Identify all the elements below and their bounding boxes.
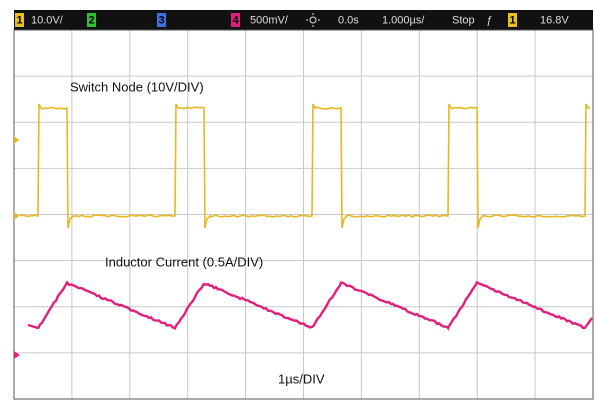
ch3-num: 3 [159,14,165,26]
trigger-symbol: ƒ [486,14,492,26]
run-state: Stop [452,14,475,26]
status-bar [14,10,593,30]
ch1-num: 1 [17,14,23,26]
ch4-num: 4 [233,14,240,26]
ch4-ground-marker [14,351,20,359]
ch1-ground-marker [14,212,19,220]
trigger-level: 16.8V [540,14,569,26]
ch1-scale: 10.0V/ [31,14,64,26]
inductor-current-trace [28,282,592,328]
timebase: 1.000µs/ [382,14,425,26]
inductor-current-label: Inductor Current (0.5A/DIV) [105,254,263,269]
trigger-ch: 1 [510,14,516,26]
delay: 0.0s [338,14,359,26]
ch2-num: 2 [89,14,95,26]
ch4-scale: 500mV/ [250,14,289,26]
ch1-offset-marker [14,136,19,144]
scope-screen: 1 10.0V/ 2 3 4 500mV/ 0.0s 1.000µs/ Stop… [0,0,595,400]
switch-node-label: Switch Node (10V/DIV) [70,79,204,94]
timebase-label: 1µs/DIV [278,371,325,386]
